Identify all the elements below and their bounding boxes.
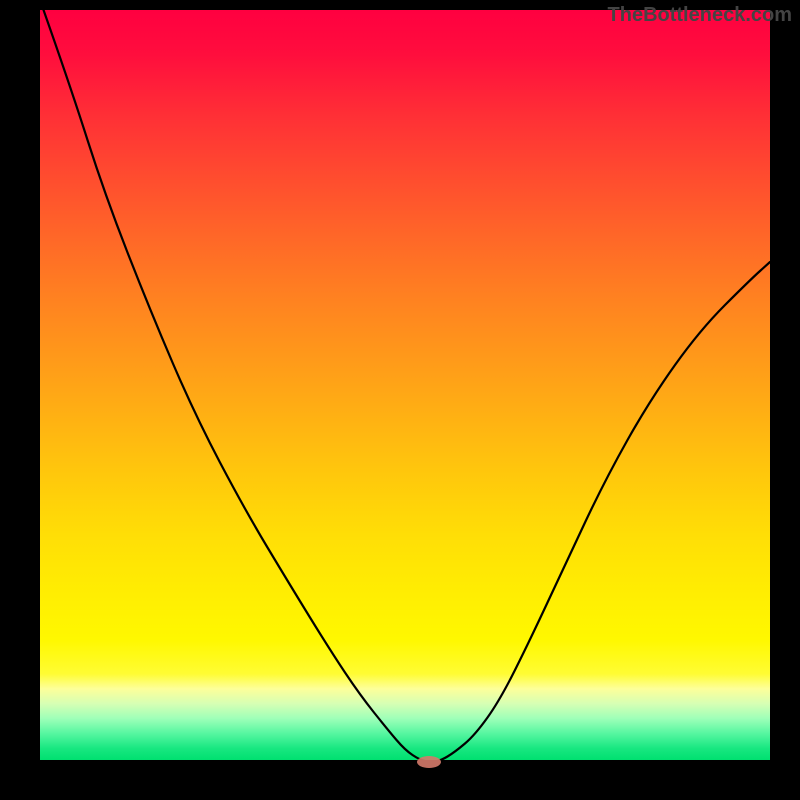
bottleneck-curve-chart [0, 0, 800, 800]
chart-stage: TheBottleneck.com [0, 0, 800, 800]
watermark-text: TheBottleneck.com [608, 4, 792, 27]
optimal-marker [417, 756, 441, 768]
